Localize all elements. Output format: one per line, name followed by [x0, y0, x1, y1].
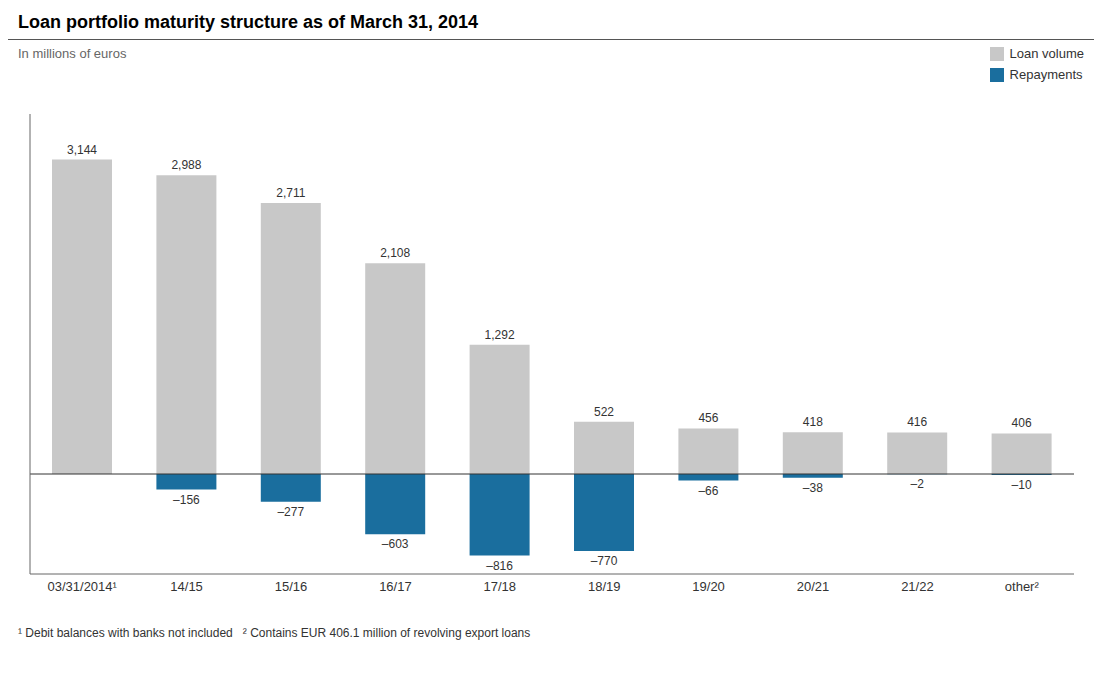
svg-text:–770: –770	[591, 554, 618, 568]
svg-text:418: 418	[803, 415, 823, 429]
svg-text:406: 406	[1012, 416, 1032, 430]
svg-text:2,988: 2,988	[171, 158, 201, 172]
svg-text:456: 456	[698, 411, 718, 425]
html-text:Loan portfolio maturity struct: Loan portfolio maturity structure as of …	[18, 12, 479, 32]
svg-text:–156: –156	[173, 493, 200, 507]
svg-text:–277: –277	[277, 505, 304, 519]
svg-text:17/18: 17/18	[484, 579, 517, 594]
svg-text:3,144: 3,144	[67, 143, 97, 157]
html-text:¹ Debit balances with banks no: ¹ Debit balances with banks not included…	[18, 626, 531, 640]
svg-text:522: 522	[594, 405, 614, 419]
svg-text:–38: –38	[803, 481, 823, 495]
svg-text:–10: –10	[1012, 478, 1032, 492]
svg-text:–603: –603	[382, 537, 409, 551]
svg-text:1,292: 1,292	[485, 328, 515, 342]
svg-text:416: 416	[907, 415, 927, 429]
svg-text:2,711: 2,711	[276, 186, 305, 200]
svg-text:2,108: 2,108	[380, 246, 410, 260]
svg-text:15/16: 15/16	[275, 579, 308, 594]
svg-text:–66: –66	[698, 484, 718, 498]
html-text:Loan volume: Loan volume	[1009, 46, 1084, 61]
svg-text:16/17: 16/17	[379, 579, 412, 594]
svg-text:03/31/2014¹: 03/31/2014¹	[47, 579, 117, 594]
svg-text:21/22: 21/22	[901, 579, 934, 594]
svg-text:14/15: 14/15	[170, 579, 203, 594]
html-text:In millions of euros: In millions of euros	[18, 46, 127, 61]
html-text:Repayments: Repayments	[1009, 67, 1083, 82]
svg-text:19/20: 19/20	[692, 579, 725, 594]
svg-text:–816: –816	[486, 559, 513, 573]
svg-text:–2: –2	[911, 477, 925, 491]
svg-text:other²: other²	[1005, 579, 1040, 594]
svg-text:20/21: 20/21	[797, 579, 830, 594]
svg-text:18/19: 18/19	[588, 579, 621, 594]
